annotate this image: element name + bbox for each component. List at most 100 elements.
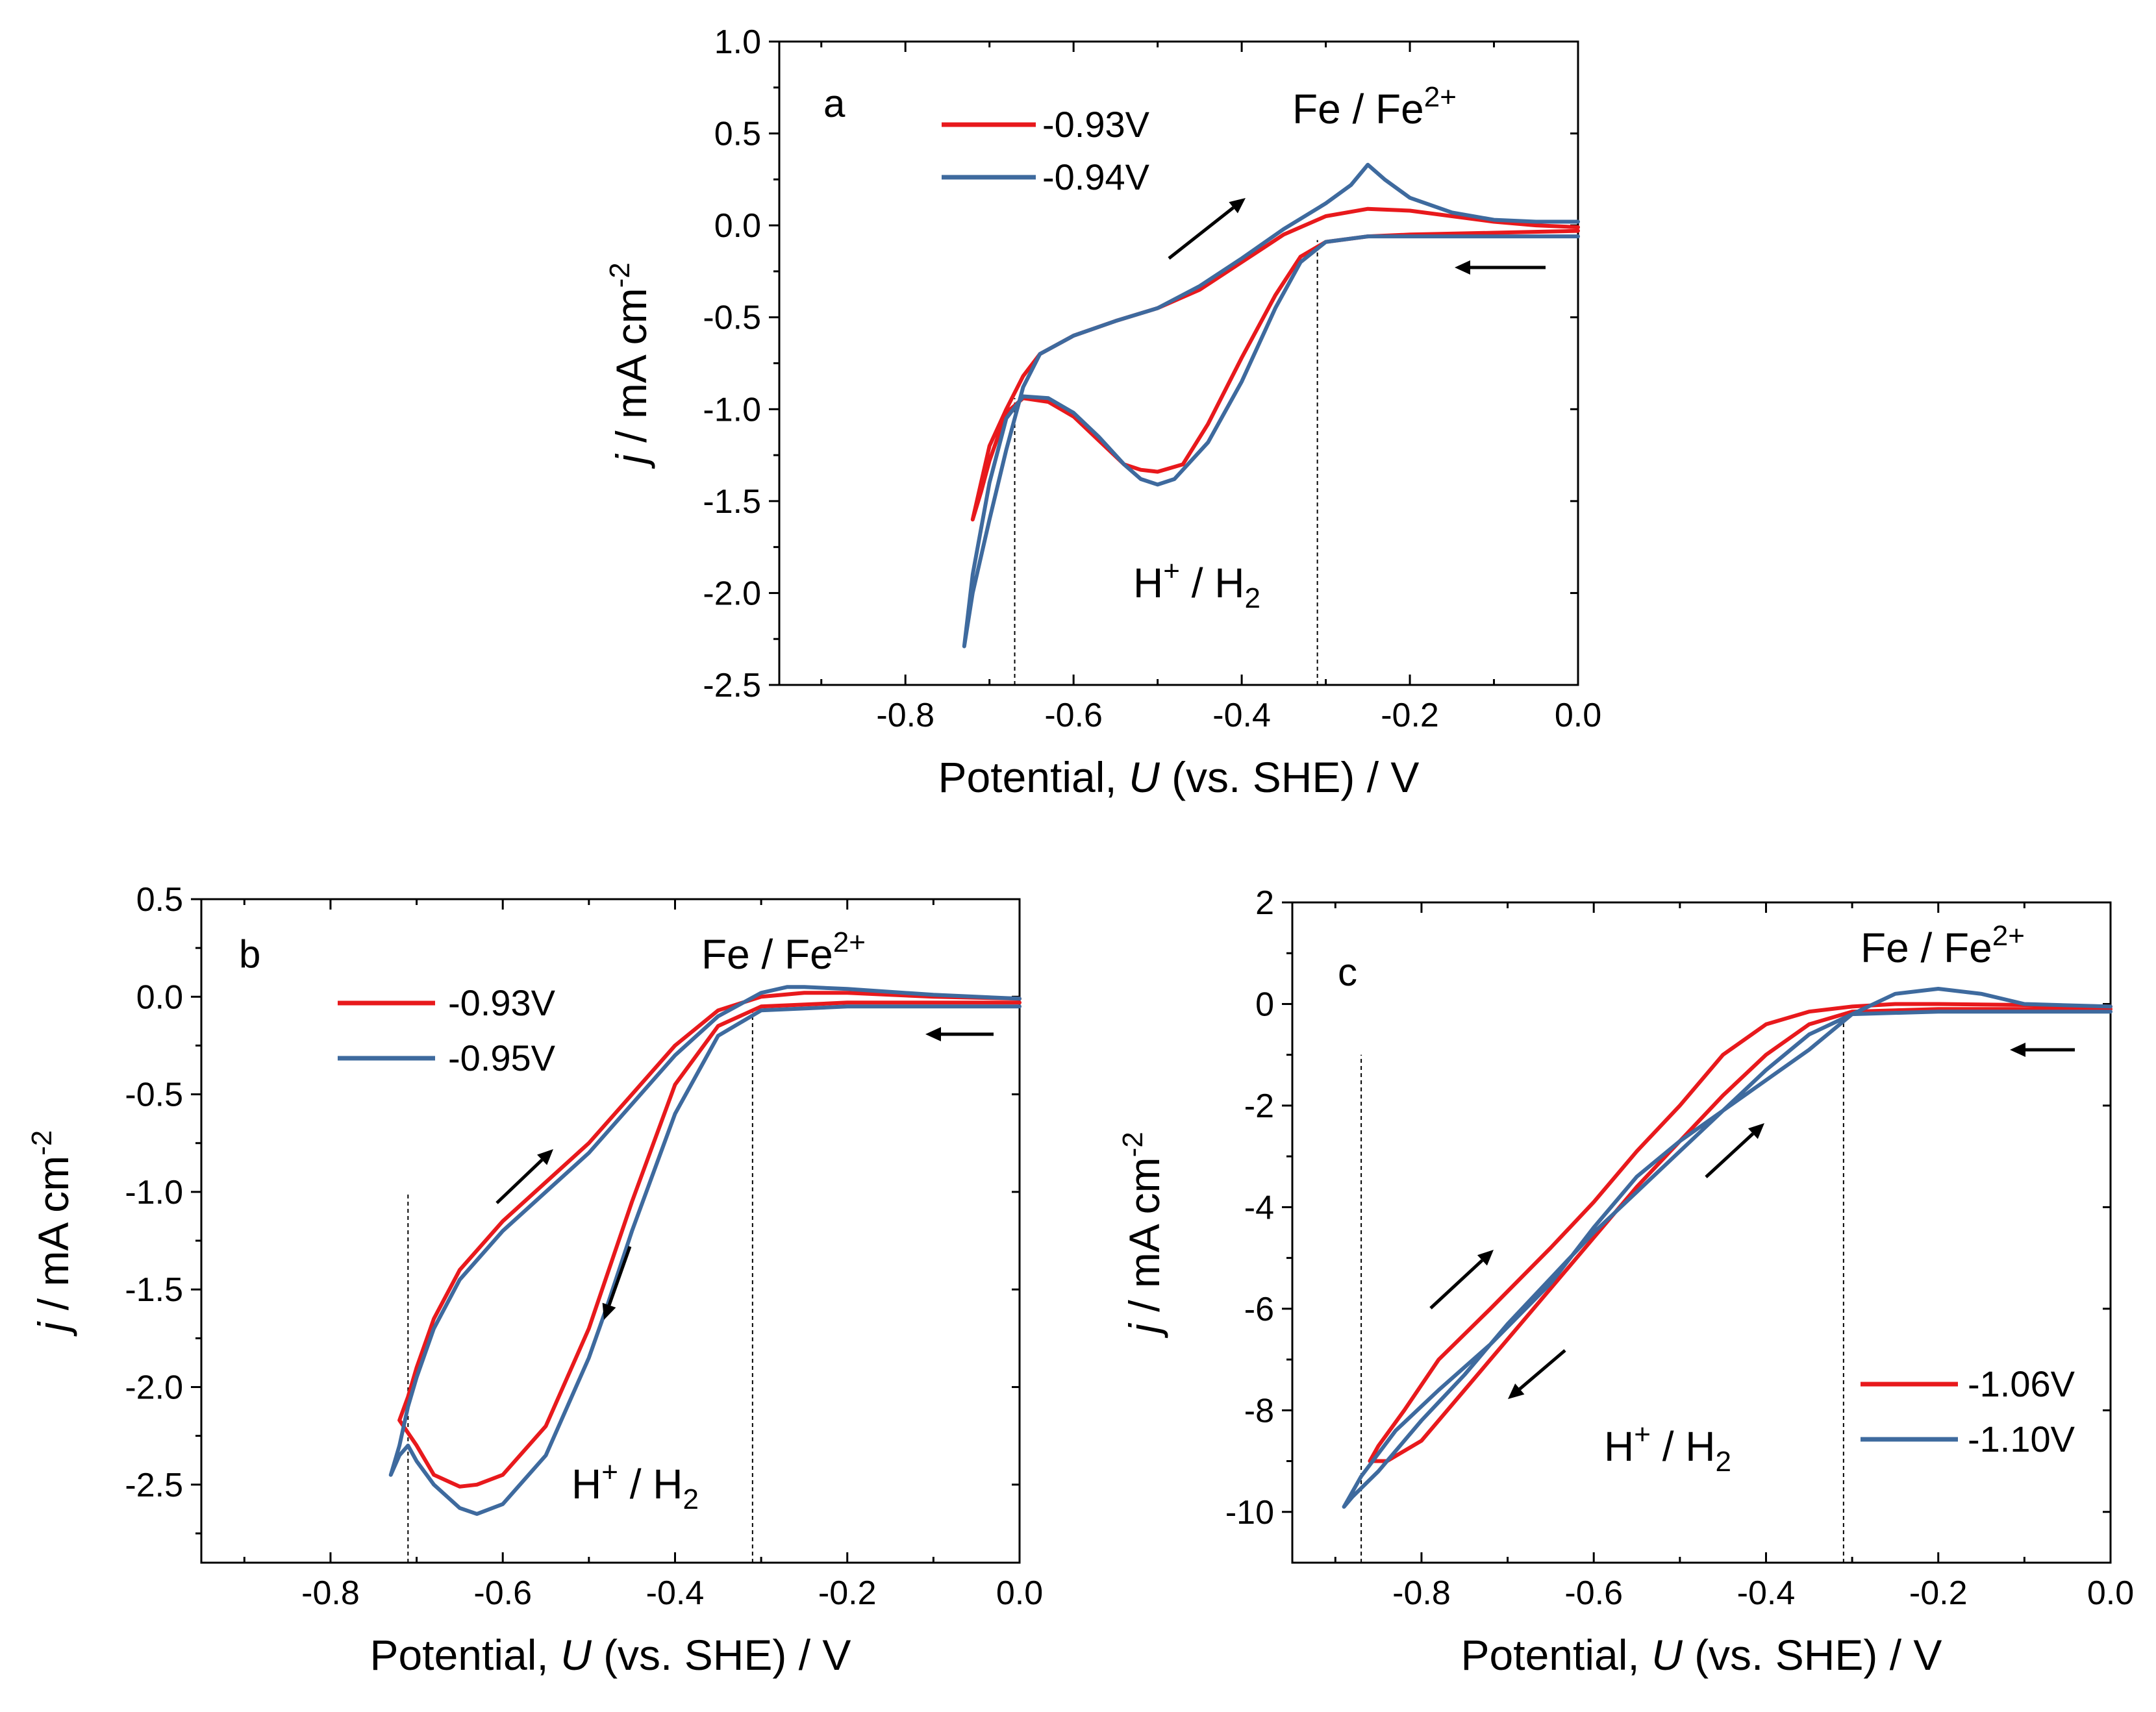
x-axis-label-post: (vs. SHE) / V bbox=[592, 1631, 851, 1679]
y-tick-label: 0 bbox=[1255, 986, 1274, 1023]
x-tick-label: -0.8 bbox=[876, 697, 934, 734]
x-tick-label: -0.8 bbox=[301, 1574, 360, 1612]
y-axis-label-exponent: -2 bbox=[604, 262, 636, 288]
y-tick-label: 2 bbox=[1255, 884, 1274, 922]
x-tick-label: -0.6 bbox=[1044, 697, 1103, 734]
series-line--0.93V bbox=[970, 206, 1580, 522]
x-tick-label: -0.2 bbox=[1381, 697, 1439, 734]
x-tick-label: 0.0 bbox=[996, 1574, 1043, 1612]
annotation-h-symbol: H bbox=[571, 1461, 601, 1507]
y-tick-label: -10 bbox=[1225, 1494, 1274, 1532]
scan-arrow-1 bbox=[1429, 1250, 1494, 1309]
legend-label: -0.94V bbox=[1042, 156, 1150, 197]
scan-arrow-2 bbox=[1508, 1349, 1566, 1399]
x-axis-label: Potential, U (vs. SHE) / V bbox=[938, 753, 1420, 801]
legend-label: -0.93V bbox=[1042, 104, 1150, 145]
panel-letter: a bbox=[823, 82, 846, 125]
annotation-h-charge: + bbox=[1163, 555, 1180, 587]
scan-arrow-1-head bbox=[1229, 198, 1246, 214]
x-tick-label: -0.6 bbox=[473, 1574, 532, 1612]
scan-arrow-1-head bbox=[1477, 1250, 1494, 1266]
y-axis-label-text: / mA cm bbox=[1120, 1157, 1168, 1324]
x-tick-label: -0.2 bbox=[818, 1574, 877, 1612]
annotation-fe: Fe / Fe2+ bbox=[701, 926, 866, 978]
scan-arrow-4-head bbox=[2010, 1043, 2025, 1057]
scan-arrow-2-shaft bbox=[1518, 1349, 1566, 1391]
x-axis-label: Potential, U (vs. SHE) / V bbox=[1461, 1631, 1942, 1679]
scan-arrow-1-shaft bbox=[1429, 1259, 1484, 1309]
annotation-h: H+ / H2 bbox=[1133, 555, 1260, 614]
legend-label: -0.95V bbox=[448, 1037, 556, 1078]
annotation-h-symbol: H bbox=[1604, 1423, 1634, 1470]
annotation-fe-charge: 2+ bbox=[833, 926, 866, 958]
chart-panel-a: -0.8 -0.6 -0.4 -0.2 0.0 1.0 0.5 0.0 -0.5 -1.0 -1.5… bbox=[604, 23, 1601, 801]
y-axis-label-exponent: -2 bbox=[26, 1130, 58, 1156]
y-axis-label-text: / mA cm bbox=[607, 288, 655, 454]
y-tick-label: -1.5 bbox=[703, 483, 761, 521]
plot-frame bbox=[1291, 901, 2112, 1564]
x-axis-label-pre: Potential, bbox=[938, 753, 1129, 801]
y-axis-label-exponent: -2 bbox=[1117, 1132, 1149, 1157]
panel-letter: c bbox=[1338, 950, 1357, 994]
scan-arrow-2-head bbox=[1508, 1383, 1525, 1399]
x-tick-label: -0.8 bbox=[1392, 1574, 1451, 1612]
y-tick-label: 0.0 bbox=[714, 207, 761, 245]
y-axis-label-text: / mA cm bbox=[29, 1156, 77, 1322]
scan-arrow-1-head bbox=[537, 1149, 553, 1165]
series-line--0.93V bbox=[397, 991, 1022, 1489]
x-axis-label-pre: Potential, bbox=[370, 1631, 561, 1679]
y-tick-label: -4 bbox=[1244, 1189, 1274, 1226]
annotation-h-charge: + bbox=[601, 1456, 618, 1488]
scan-arrow-2-shaft bbox=[607, 1246, 632, 1306]
y-tick-label: -1.0 bbox=[125, 1174, 183, 1211]
y-tick-label: -1.0 bbox=[703, 391, 761, 428]
y-axis-label: j / mA cm-2 bbox=[1117, 1132, 1168, 1338]
annotation-h-subscript: 2 bbox=[1244, 582, 1260, 614]
scan-arrow-1-shaft bbox=[1168, 206, 1235, 260]
y-axis-label: j / mA cm-2 bbox=[26, 1130, 77, 1337]
scan-arrow-4 bbox=[2010, 1043, 2075, 1057]
annotation-h-mid: / H bbox=[618, 1461, 683, 1507]
x-axis-label-symbol: U bbox=[1651, 1631, 1683, 1679]
y-tick-label: 0.5 bbox=[714, 116, 761, 153]
panel-letter: b bbox=[239, 932, 260, 976]
x-tick-label: -0.2 bbox=[1909, 1574, 1968, 1612]
annotation-fe: Fe / Fe2+ bbox=[1861, 920, 2025, 971]
y-tick-label: -0.5 bbox=[125, 1076, 183, 1114]
scan-arrow-1 bbox=[495, 1149, 553, 1204]
scan-arrow-3-head bbox=[925, 1027, 941, 1041]
x-tick-label: 0.0 bbox=[2087, 1574, 2134, 1612]
y-tick-label: 1.0 bbox=[714, 23, 761, 61]
series-line--0.94V bbox=[962, 162, 1580, 649]
x-axis-label-symbol: U bbox=[560, 1631, 592, 1679]
legend-label: -0.93V bbox=[448, 982, 556, 1023]
plot-frame bbox=[200, 898, 1021, 1564]
scan-arrow-2 bbox=[602, 1246, 632, 1320]
y-tick-label: -2.0 bbox=[125, 1369, 183, 1406]
y-tick-label: -2 bbox=[1244, 1087, 1274, 1125]
x-axis-label-post: (vs. SHE) / V bbox=[1683, 1631, 1942, 1679]
scan-arrow-3-head bbox=[1748, 1123, 1764, 1139]
x-axis-label: Potential, U (vs. SHE) / V bbox=[370, 1631, 851, 1679]
y-axis-label: j / mA cm-2 bbox=[604, 262, 655, 469]
scan-arrow-1-shaft bbox=[495, 1158, 544, 1204]
series-line--1.10V bbox=[1342, 987, 2112, 1509]
annotation-fe-text: Fe / Fe bbox=[1292, 86, 1424, 132]
series-line--0.95V bbox=[388, 985, 1022, 1516]
chart-panel-b: -0.8 -0.6 -0.4 -0.2 0.0 0.5 0.0 -0.5 -1.0 -1.5 -2.… bbox=[26, 881, 1043, 1679]
legend-label: -1.06V bbox=[1968, 1363, 2075, 1404]
x-axis-label-pre: Potential, bbox=[1461, 1631, 1652, 1679]
y-tick-label: -0.5 bbox=[703, 299, 761, 337]
scan-arrow-3 bbox=[1705, 1123, 1764, 1178]
annotation-h-charge: + bbox=[1634, 1419, 1651, 1450]
y-tick-label: -2.5 bbox=[125, 1467, 183, 1504]
scan-arrow-3 bbox=[925, 1027, 994, 1041]
y-tick-label: -1.5 bbox=[125, 1271, 183, 1309]
x-tick-label: -0.6 bbox=[1564, 1574, 1623, 1612]
scan-arrow-2 bbox=[1455, 260, 1546, 275]
x-axis-label-symbol: U bbox=[1129, 753, 1160, 801]
annotation-h-symbol: H bbox=[1133, 560, 1163, 606]
annotation-h-mid: / H bbox=[1651, 1423, 1716, 1470]
annotation-fe: Fe / Fe2+ bbox=[1292, 81, 1457, 132]
